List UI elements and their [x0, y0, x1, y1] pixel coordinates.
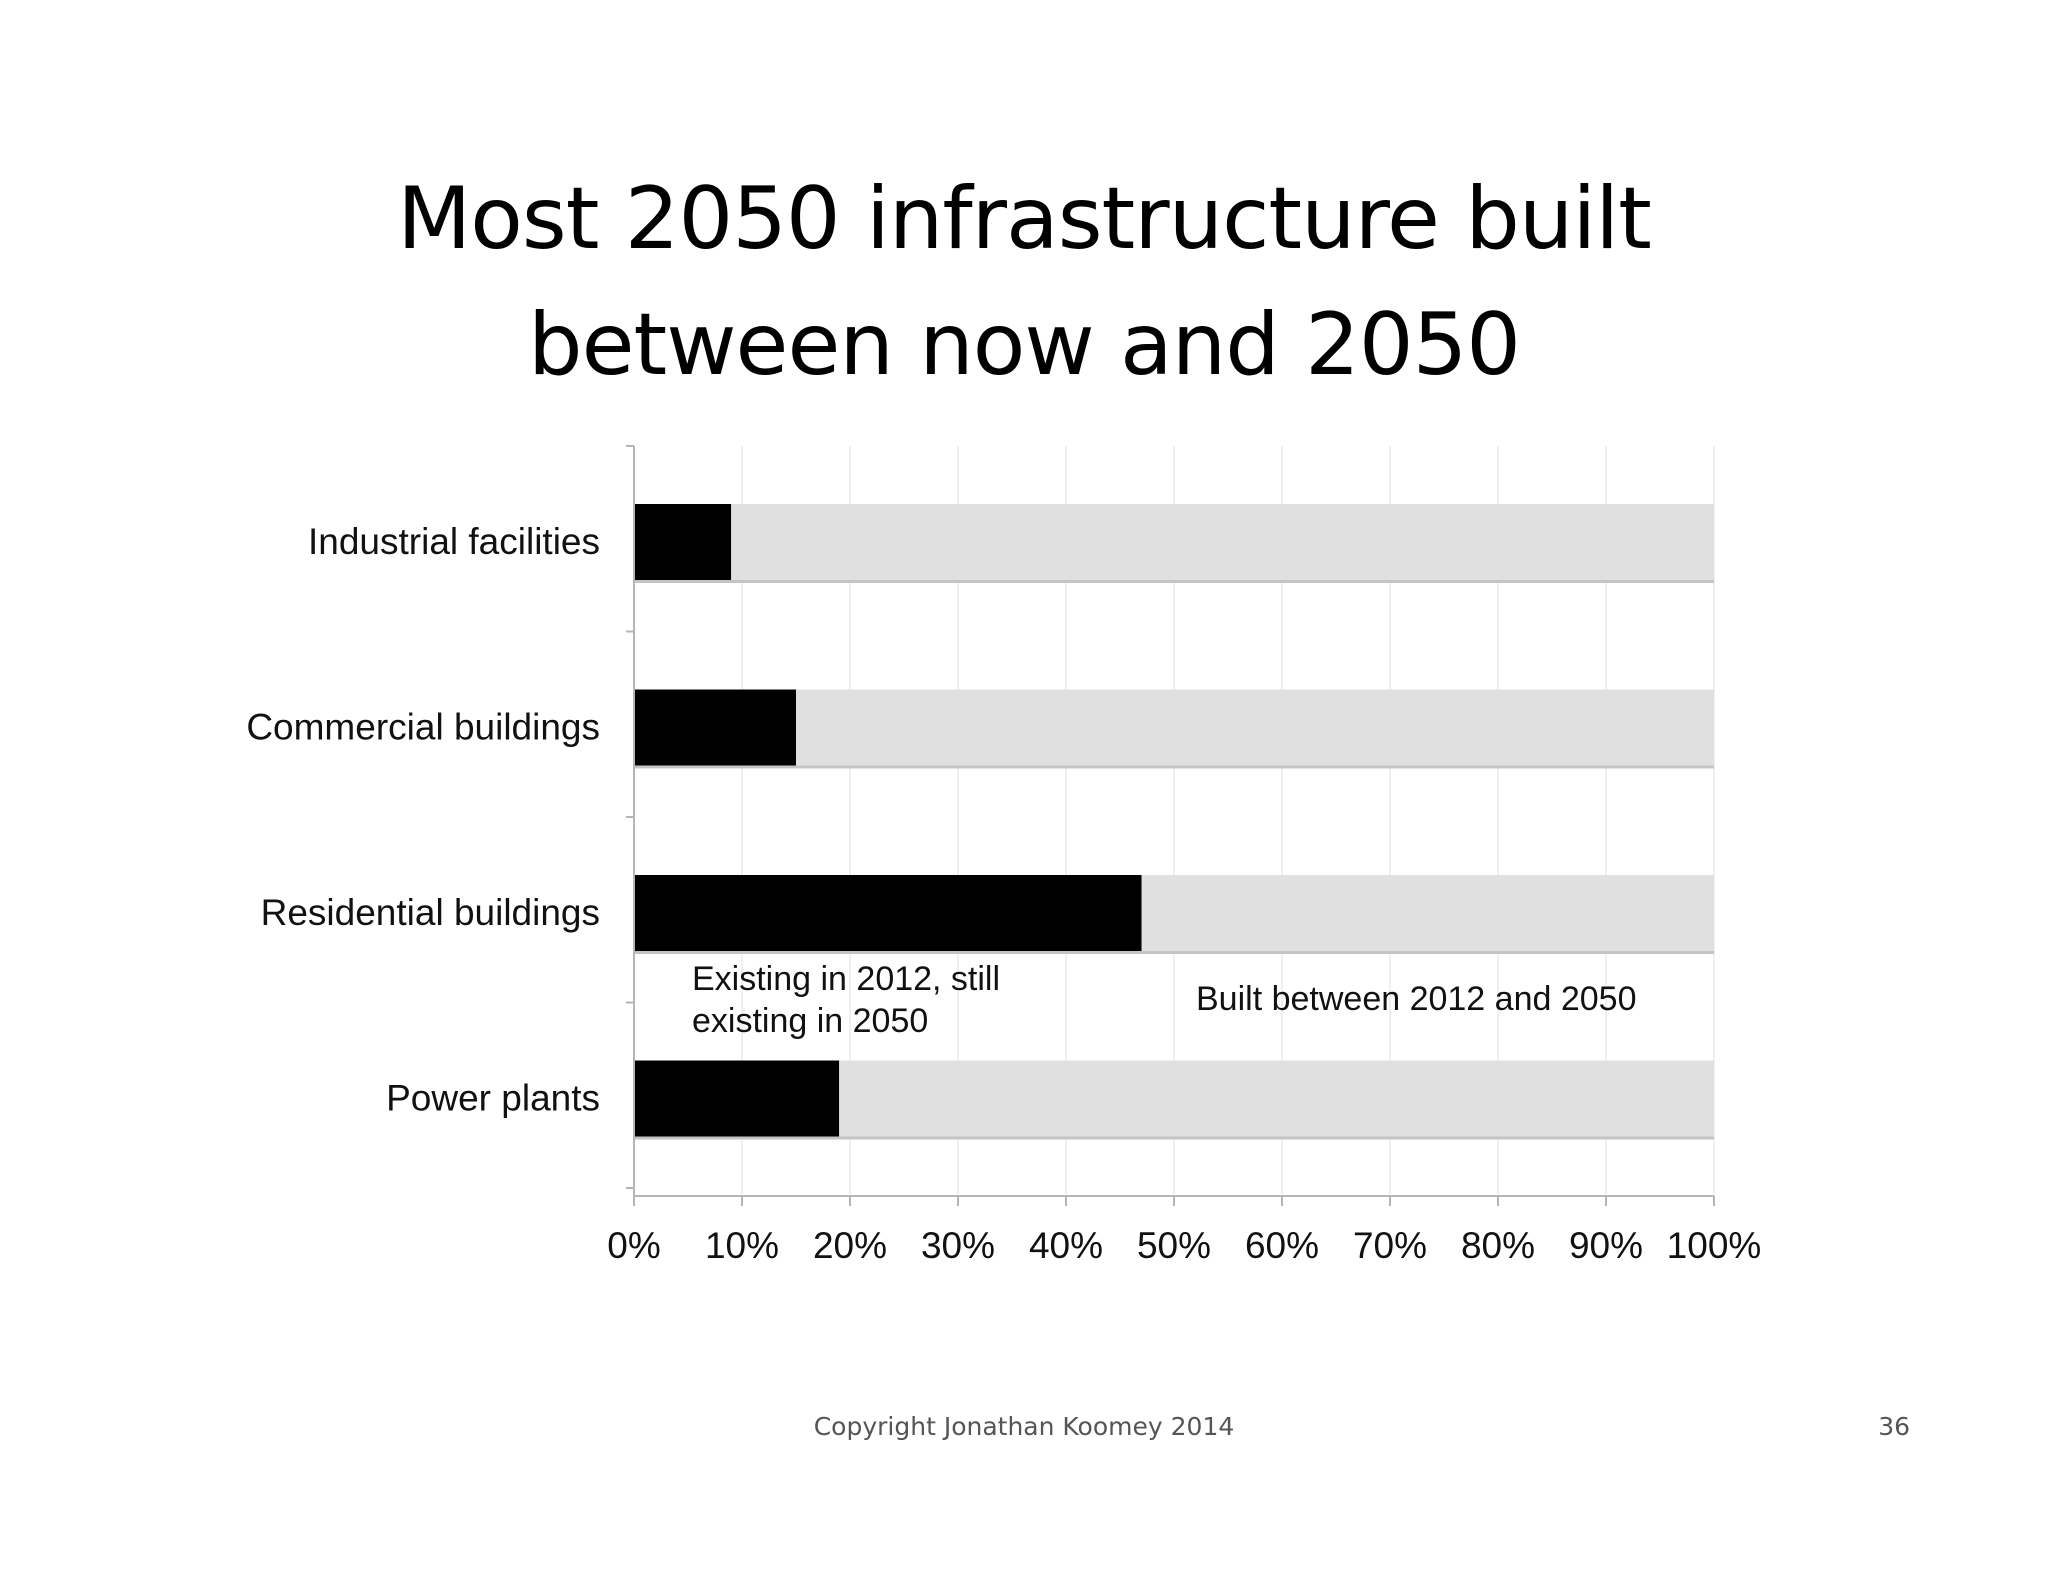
x-tick-label: 0% [607, 1225, 660, 1266]
bar-segment [634, 875, 1142, 951]
x-tick-label: 40% [1029, 1225, 1103, 1266]
bar-segment [731, 504, 1714, 580]
annotation-label: existing in 2050 [692, 1002, 928, 1040]
category-label: Commercial buildings [246, 707, 600, 748]
page-number: 36 [1878, 1412, 1910, 1441]
x-tick-label: 60% [1245, 1225, 1319, 1266]
category-label: Residential buildings [261, 892, 600, 933]
x-tick-label: 90% [1569, 1225, 1643, 1266]
bar-segment [796, 689, 1714, 766]
footer-copyright: Copyright Jonathan Koomey 2014 [813, 1412, 1235, 1441]
annotation-label: Existing in 2012, still [692, 960, 1000, 998]
slide-title-line-2: between now and 2050 [527, 295, 1521, 395]
annotation-label: Built between 2012 and 2050 [1196, 980, 1636, 1018]
x-tick-label: 20% [813, 1225, 887, 1266]
bar-segment [634, 504, 732, 580]
x-tick-label: 70% [1353, 1225, 1427, 1266]
category-label: Industrial facilities [308, 521, 600, 562]
slide-title: Most 2050 infrastructure built between n… [0, 156, 2048, 408]
x-tick-label: 80% [1461, 1225, 1535, 1266]
bar-segment [634, 1060, 840, 1137]
category-label: Power plants [386, 1078, 600, 1119]
x-tick-label: 50% [1137, 1225, 1211, 1266]
bar-segment [839, 1060, 1714, 1137]
x-tick-label: 30% [921, 1225, 995, 1266]
x-tick-label: 100% [1667, 1225, 1762, 1266]
slide-title-line-1: Most 2050 infrastructure built [397, 169, 1652, 269]
bar-segment [634, 689, 796, 766]
x-tick-label: 10% [705, 1225, 779, 1266]
bar-segment [1141, 875, 1714, 951]
